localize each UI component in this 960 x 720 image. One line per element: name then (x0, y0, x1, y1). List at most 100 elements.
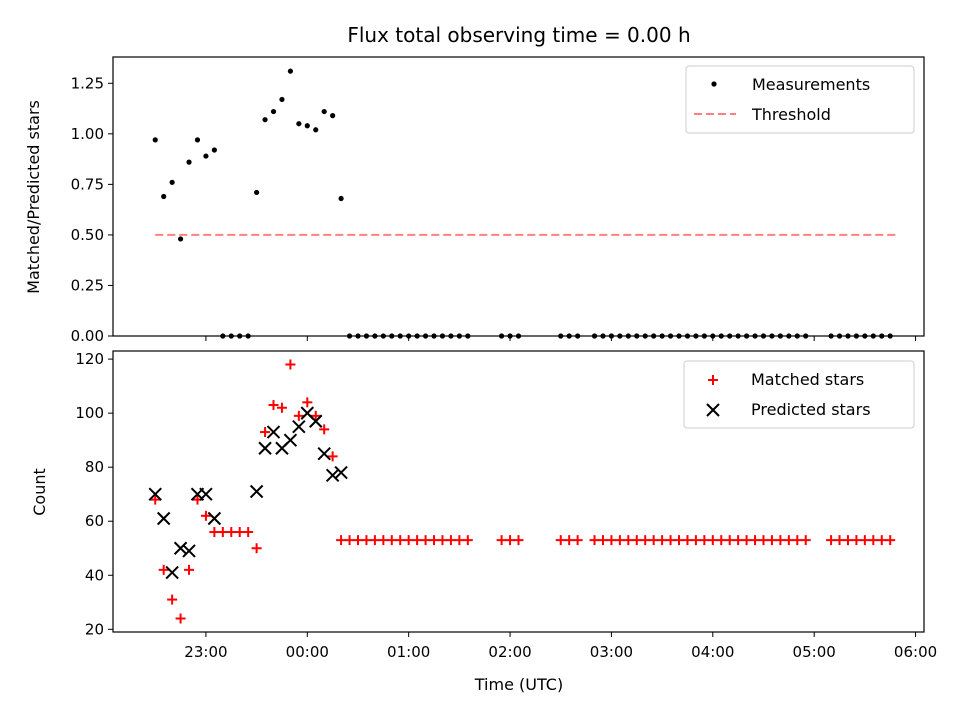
matched-stars-point (555, 535, 566, 546)
measurement-point (152, 137, 158, 143)
bottom-y-tick-label: 60 (85, 512, 104, 530)
matched-stars-point (690, 535, 701, 546)
matched-stars-point (724, 535, 735, 546)
matched-stars-point (876, 535, 887, 546)
predicted-stars-point (317, 446, 331, 461)
matched-stars-point (868, 535, 879, 546)
legend-threshold-label: Threshold (751, 105, 831, 124)
matched-stars-point (293, 410, 304, 421)
matched-stars-point (614, 535, 625, 546)
matched-stars-point (336, 535, 347, 546)
measurement-point (211, 147, 217, 153)
matched-stars-point (826, 535, 837, 546)
matched-stars-point (674, 535, 685, 546)
top-panel: 0.00 0.25 0.50 0.75 1.00 1.25 Matched/Predict… (24, 56, 925, 345)
matched-stars-point (319, 424, 330, 435)
measurement-point (270, 108, 277, 115)
legend-measurements-label: Measurements (752, 75, 870, 94)
measurement-point (321, 108, 327, 115)
bottom-y-ticks: 20 40 60 80 100 120 (75, 350, 113, 638)
matched-stars-point (606, 535, 617, 546)
matched-stars-point (260, 427, 271, 438)
matched-stars-point (564, 535, 575, 546)
matched-stars-point (437, 535, 448, 546)
matched-stars-point (834, 535, 845, 546)
matched-stars-point (395, 535, 406, 546)
predicted-stars-point (334, 465, 348, 480)
matched-stars-point (158, 564, 169, 575)
matched-stars-point (420, 535, 431, 546)
top-legend-box (685, 65, 915, 134)
bottom-y-tick-label: 20 (85, 620, 104, 638)
matched-stars-point (352, 535, 363, 546)
matched-stars-point (226, 527, 237, 538)
measurement-point (304, 123, 310, 129)
matched-stars-point (741, 535, 752, 546)
matched-stars-point (412, 535, 423, 546)
matched-stars-point (699, 535, 710, 546)
matched-stars-point (175, 613, 186, 624)
matched-stars-point (766, 535, 777, 546)
matched-stars-point (758, 535, 769, 546)
legend-measurements-marker (711, 81, 717, 87)
bottom-x-tick-label: 04:00 (691, 643, 734, 661)
matched-stars-point (623, 535, 634, 546)
matched-stars-point (268, 400, 279, 411)
bottom-axes-frame (112, 350, 925, 633)
matched-stars-point (640, 535, 651, 546)
bottom-y-tick-label: 40 (85, 566, 104, 584)
predicted-stars-point (199, 487, 213, 501)
matched-stars-point (386, 535, 397, 546)
bottom-x-tick-label: 01:00 (387, 643, 430, 661)
matched-stars-point (665, 535, 676, 546)
predicted-stars-point (182, 544, 196, 558)
predicted-stars-point (258, 441, 272, 455)
predicted-stars-point (283, 433, 298, 447)
legend-matched-label: Matched stars (751, 370, 864, 389)
predicted-stars-point (325, 468, 340, 482)
matched-stars-point (276, 402, 287, 413)
predicted-stars-point (309, 414, 323, 428)
measurement-point (262, 117, 268, 123)
bottom-x-tick-label: 06:00 (894, 643, 937, 661)
matched-stars-point (209, 527, 220, 538)
matched-stars-point (648, 535, 659, 546)
matched-stars-point (251, 543, 262, 554)
measurement-point (279, 96, 285, 103)
top-axes-frame (112, 56, 925, 337)
matched-stars-point (842, 535, 853, 546)
chart-title: Flux total observing time = 0.00 h (347, 23, 690, 47)
measurement-point (287, 68, 294, 74)
predicted-stars-point (249, 484, 264, 499)
matched-stars-point (631, 535, 642, 546)
matched-stars-point (597, 535, 608, 546)
predicted-stars-point (173, 541, 188, 555)
measurement-point (203, 153, 209, 159)
matched-stars-point (429, 535, 440, 546)
matched-stars-point (200, 510, 211, 521)
matched-stars-point (369, 535, 380, 546)
matched-stars-point (707, 535, 718, 546)
measurement-point (296, 121, 302, 127)
bottom-legend: Matched stars Predicted stars (683, 360, 915, 429)
matched-stars-point (750, 535, 761, 546)
matched-stars-point (505, 535, 516, 546)
matched-stars-point (682, 535, 693, 546)
matched-stars-point (800, 535, 811, 546)
predicted-stars-point (148, 487, 162, 501)
matched-stars-point (589, 535, 600, 546)
predicted-stars-point (165, 565, 179, 580)
matched-stars-point (285, 359, 296, 370)
measurement-point (177, 236, 184, 242)
bottom-x-tick-label: 02:00 (488, 643, 531, 661)
predicted-stars-point (207, 511, 222, 526)
bottom-plot-area (148, 359, 896, 624)
bottom-y-tick-label: 120 (75, 350, 104, 368)
matched-stars-point (217, 527, 228, 538)
matched-stars-point (344, 535, 355, 546)
matched-stars-point (445, 535, 456, 546)
bottom-x-tick-label: 00:00 (286, 643, 329, 661)
matched-stars-point (310, 410, 321, 421)
matched-stars-point (859, 535, 870, 546)
